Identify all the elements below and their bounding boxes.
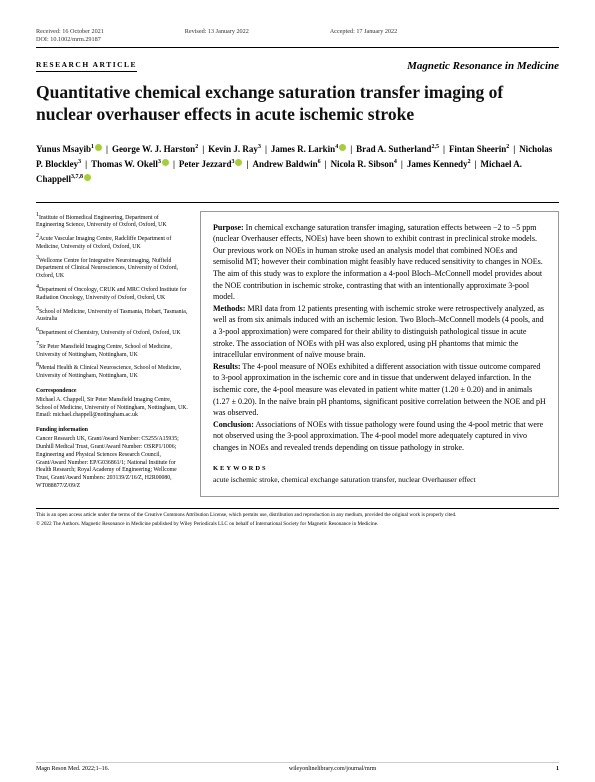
- affil-text: Acute Vascular Imaging Centre, Radcliffe…: [36, 236, 171, 250]
- affiliation: 6Department of Chemistry, University of …: [36, 326, 188, 338]
- methods-text: MRI data from 12 patients presenting wit…: [213, 304, 544, 359]
- author-separator: |: [325, 159, 327, 169]
- keywords: acute ischemic stroke, chemical exchange…: [213, 475, 546, 486]
- accepted-date: Accepted: 17 January 2022: [330, 28, 398, 35]
- author: Peter Jezzard3: [179, 159, 243, 169]
- author-affil-sup: 2: [468, 159, 471, 165]
- author-affil-sup: 1: [91, 144, 94, 150]
- page-number: 1: [556, 766, 559, 772]
- author: Yunus Msayib1: [36, 144, 102, 154]
- abstract-box: Purpose: In chemical exchange saturation…: [200, 211, 559, 497]
- author: Fintan Sheerin2: [449, 144, 509, 154]
- author-separator: |: [173, 159, 175, 169]
- author-affil-sup: 2,5: [431, 144, 439, 150]
- author-separator: |: [475, 159, 477, 169]
- affiliation: 7Sir Peter Mansfield Imaging Centre, Sch…: [36, 340, 188, 360]
- author-separator: |: [265, 144, 267, 154]
- author-affil-sup: 3: [258, 144, 261, 150]
- article-title: Quantitative chemical exchange saturatio…: [36, 82, 559, 126]
- right-column: Purpose: In chemical exchange saturation…: [200, 211, 559, 498]
- orcid-icon: [162, 159, 169, 166]
- orcid-icon: [235, 159, 242, 166]
- author-list: Yunus Msayib1 | George W. J. Harston2 | Kevi…: [36, 142, 559, 188]
- affil-text: Mental Health & Clinical Neuroscience, S…: [36, 365, 181, 379]
- affil-text: Department of Chemistry, University of O…: [39, 330, 181, 336]
- funding-header: Funding information: [36, 427, 188, 435]
- author-separator: |: [106, 144, 108, 154]
- author-affil-sup: 2: [195, 144, 198, 150]
- affiliation: 5School of Medicine, University of Tasma…: [36, 305, 188, 325]
- affiliations: 1Institute of Biomedical Engineering, De…: [36, 211, 188, 381]
- affil-text: Sir Peter Mansfield Imaging Centre, Scho…: [36, 344, 172, 358]
- author-separator: |: [202, 144, 204, 154]
- author-affil-sup: 4: [394, 159, 397, 165]
- author-affil-sup: 3: [78, 159, 81, 165]
- affiliation: 2Acute Vascular Imaging Centre, Radcliff…: [36, 232, 188, 252]
- affiliation: 4Department of Oncology, CRUK and MRC Ox…: [36, 283, 188, 303]
- revised-date: Revised: 13 January 2022: [185, 28, 249, 35]
- methods-label: Methods:: [213, 304, 245, 313]
- affil-text: Institute of Biomedical Engineering, Dep…: [36, 215, 167, 229]
- orcid-icon: [95, 144, 102, 151]
- affil-text: Wellcome Centre for Integrative Neuroima…: [36, 258, 178, 280]
- author: Brad A. Sutherland2,5: [356, 144, 439, 154]
- author: Nicola R. Sibson4: [331, 159, 397, 169]
- keywords-header: KEYWORDS: [213, 464, 546, 473]
- journal-name: Magnetic Resonance in Medicine: [407, 60, 559, 72]
- correspondence-block: Correspondence Michael A. Chappell, Sir …: [36, 388, 188, 420]
- conclusion-label: Conclusion:: [213, 420, 254, 429]
- open-access-notice: This is an open access article under the…: [36, 508, 559, 519]
- affiliation: 3Wellcome Centre for Integrative Neuroim…: [36, 254, 188, 281]
- doi: DOI: 10.1002/mrm.29187: [36, 36, 559, 48]
- correspondence-text: Michael A. Chappell, Sir Peter Mansfield…: [36, 397, 188, 420]
- section-label: RESEARCH ARTICLE: [36, 60, 137, 72]
- copyright-notice: © 2022 The Authors. Magnetic Resonance i…: [36, 521, 559, 527]
- author: James Kennedy2: [407, 159, 471, 169]
- conclusion-text: Associations of NOEs with tissue patholo…: [213, 420, 543, 452]
- affiliation: 1Institute of Biomedical Engineering, De…: [36, 211, 188, 231]
- funding-block: Funding information Cancer Research UK, …: [36, 427, 188, 491]
- correspondence-header: Correspondence: [36, 388, 188, 396]
- author: Thomas W. Okell3: [91, 159, 169, 169]
- received-date: Received: 16 October 2021: [36, 28, 104, 35]
- receipt-dates: Received: 16 October 2021 Revised: 13 Ja…: [36, 28, 559, 35]
- affil-text: Department of Oncology, CRUK and MRC Oxf…: [36, 287, 187, 301]
- orcid-icon: [84, 174, 91, 181]
- author-affil-sup: 4: [335, 144, 338, 150]
- results-label: Results:: [213, 362, 241, 371]
- purpose-text: In chemical exchange saturation transfer…: [213, 223, 543, 302]
- footer-citation: Magn Reson Med. 2022;1–16.: [36, 766, 109, 772]
- author-affil-sup: 3: [231, 159, 234, 165]
- results-text: The 4-pool measure of NOEs exhibited a d…: [213, 362, 546, 417]
- affil-text: School of Medicine, University of Tasman…: [36, 309, 187, 323]
- author-separator: |: [443, 144, 445, 154]
- author-separator: |: [246, 159, 248, 169]
- author: Andrew Baldwin6: [252, 159, 320, 169]
- left-column: 1Institute of Biomedical Engineering, De…: [36, 211, 188, 498]
- page-footer: Magn Reson Med. 2022;1–16. wileyonlineli…: [36, 762, 559, 772]
- orcid-icon: [339, 144, 346, 151]
- author-affil-sup: 3: [158, 159, 161, 165]
- purpose-label: Purpose:: [213, 223, 244, 232]
- author-separator: |: [350, 144, 352, 154]
- affiliation: 8Mental Health & Clinical Neuroscience, …: [36, 361, 188, 381]
- author-separator: |: [85, 159, 87, 169]
- author-separator: |: [401, 159, 403, 169]
- author-affil-sup: 2: [506, 144, 509, 150]
- author: Kevin J. Ray3: [208, 144, 261, 154]
- funding-text: Cancer Research UK, Grant/Award Number: …: [36, 436, 188, 491]
- author-affil-sup: 3,7,8: [71, 174, 83, 180]
- author: James R. Larkin4: [271, 144, 346, 154]
- footer-url: wileyonlinelibrary.com/journal/mrm: [289, 766, 376, 772]
- author-affil-sup: 6: [318, 159, 321, 165]
- author: George W. J. Harston2: [112, 144, 198, 154]
- author-separator: |: [513, 144, 515, 154]
